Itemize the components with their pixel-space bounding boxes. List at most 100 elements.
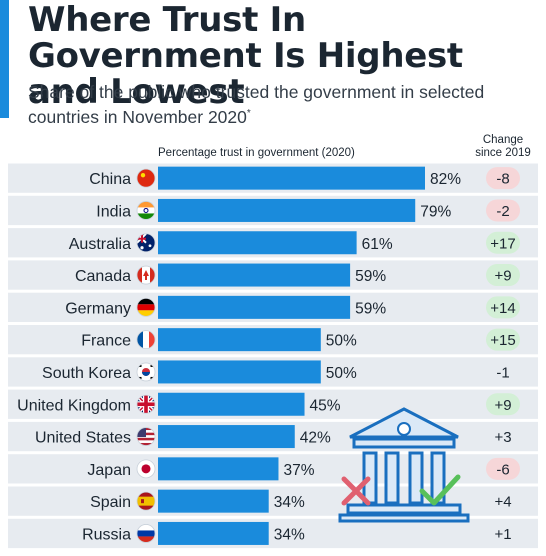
bar: [158, 295, 351, 319]
flag-ring: [136, 168, 156, 188]
spain-flag-icon: [137, 492, 155, 511]
bar-row: Russia 34% +1: [8, 518, 538, 549]
bar: [158, 231, 357, 255]
page-title: Where Trust In Government Is Highest and…: [28, 0, 463, 112]
country-label: Spain: [90, 494, 131, 511]
value-label: 45%: [310, 397, 341, 414]
flag-ring: [136, 362, 156, 382]
change-value: +4: [494, 494, 511, 511]
value-label: 61%: [362, 236, 393, 253]
bar-row: Spain 34% +4: [8, 486, 538, 516]
bar-row: France 50% +15: [8, 325, 538, 355]
change-value: +9: [494, 397, 511, 414]
value-label: 37%: [283, 462, 314, 479]
flag-ring: [136, 330, 156, 350]
value-label: 59%: [355, 268, 386, 285]
japan-flag-icon: [137, 459, 155, 478]
cross-mark-icon: [341, 476, 371, 506]
china-flag-icon: [137, 169, 155, 188]
country-label: United Kingdom: [17, 397, 131, 414]
bar-row: United Kingdom 45% +9: [8, 389, 538, 419]
flag-ring: [136, 524, 156, 543]
accent-bar: [0, 0, 9, 118]
bar-row: Australia 61% +17: [8, 228, 538, 258]
country-label: Canada: [75, 268, 131, 285]
germany-flag-icon: [137, 298, 155, 317]
value-label: 50%: [326, 333, 357, 350]
russia-flag-icon: [137, 524, 155, 543]
country-label: Russia: [82, 526, 131, 543]
bars-column-header: Percentage trust in government (2020): [158, 147, 355, 159]
change-value: +17: [490, 235, 515, 252]
country-label: Germany: [65, 300, 131, 317]
change-value: +1: [494, 526, 511, 543]
change-value: +3: [494, 429, 511, 446]
value-label: 42%: [300, 430, 331, 447]
bar-row: India 79% -2: [8, 195, 538, 226]
canada-flag-icon: [137, 266, 155, 285]
united-kingdom-flag-icon: [137, 395, 155, 414]
flag-ring: [136, 297, 156, 317]
bar-row: Japan 37% -6: [8, 454, 538, 484]
subtitle-footnote-mark: *: [246, 108, 251, 119]
united-states-flag-icon: [137, 427, 155, 446]
change-header-line2: since 2019: [475, 147, 531, 159]
change-pill: [486, 393, 520, 416]
change-value: -2: [496, 203, 509, 220]
change-value: -1: [496, 364, 509, 381]
flag-ring: [136, 265, 156, 285]
bar: [158, 457, 279, 481]
bar: [158, 489, 269, 513]
bar-row: South Korea 50% -1: [8, 357, 538, 387]
country-label: South Korea: [42, 365, 131, 382]
bar: [158, 263, 351, 287]
value-label: 34%: [274, 526, 305, 543]
bar: [158, 166, 425, 190]
value-label: 82%: [430, 171, 461, 188]
flag-ring: [136, 491, 156, 511]
government-building-icon: [338, 407, 470, 523]
country-label: United States: [35, 430, 131, 447]
flag-ring: [136, 394, 156, 414]
value-label: 50%: [326, 365, 357, 382]
change-value: +15: [490, 332, 515, 349]
flag-ring: [136, 427, 156, 446]
value-label: 59%: [355, 300, 386, 317]
bar: [158, 198, 416, 222]
bar: [158, 425, 295, 449]
flag-ring: [136, 459, 156, 479]
flag-ring: [136, 233, 156, 253]
change-pill: [486, 199, 520, 222]
change-header-line1: Change: [482, 134, 524, 146]
india-flag-icon: [137, 201, 155, 220]
country-label: Japan: [87, 462, 131, 479]
bar-row: China 82% -8: [8, 163, 538, 193]
country-label: Australia: [69, 236, 131, 253]
france-flag-icon: [137, 330, 155, 349]
change-pill: [486, 457, 520, 480]
row-band: [8, 518, 538, 549]
bar: [158, 360, 321, 384]
page-subtitle: Share of the public who trusted the gove…: [28, 81, 528, 128]
south-korea-flag-icon: [137, 362, 155, 381]
change-pill: [486, 264, 520, 287]
change-value: +9: [494, 268, 511, 285]
change-value: -6: [496, 461, 509, 478]
bar-row: Germany 59% +14: [8, 292, 538, 322]
change-pill: [486, 231, 520, 254]
bar: [158, 328, 321, 352]
change-value: +14: [490, 300, 515, 317]
change-column-header: Change since 2019: [468, 134, 538, 160]
country-label: China: [89, 171, 131, 188]
change-value: -8: [496, 171, 509, 188]
country-label: India: [96, 203, 131, 220]
change-pill: [486, 167, 520, 190]
country-label: France: [81, 333, 131, 350]
flag-ring: [136, 201, 156, 220]
bar: [158, 521, 269, 545]
value-label: 79%: [420, 203, 451, 220]
check-mark-icon: [419, 474, 461, 506]
change-pill: [486, 296, 520, 319]
subtitle-text: Share of the public who trusted the gove…: [28, 82, 485, 127]
